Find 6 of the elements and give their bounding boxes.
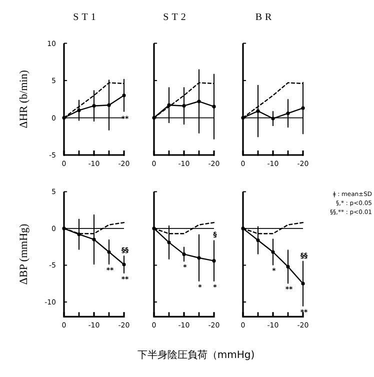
x-axis-title: 下半身陰圧負荷（mmHg) <box>137 349 255 361</box>
y-axis-title: ΔHR (b/min) <box>18 70 30 128</box>
y-axis-title: ΔBP (mmHg) <box>18 223 30 285</box>
chart-title: ST1 <box>73 12 99 23</box>
chart-title: BR <box>255 12 275 23</box>
chart-title: ST2 <box>163 12 189 23</box>
